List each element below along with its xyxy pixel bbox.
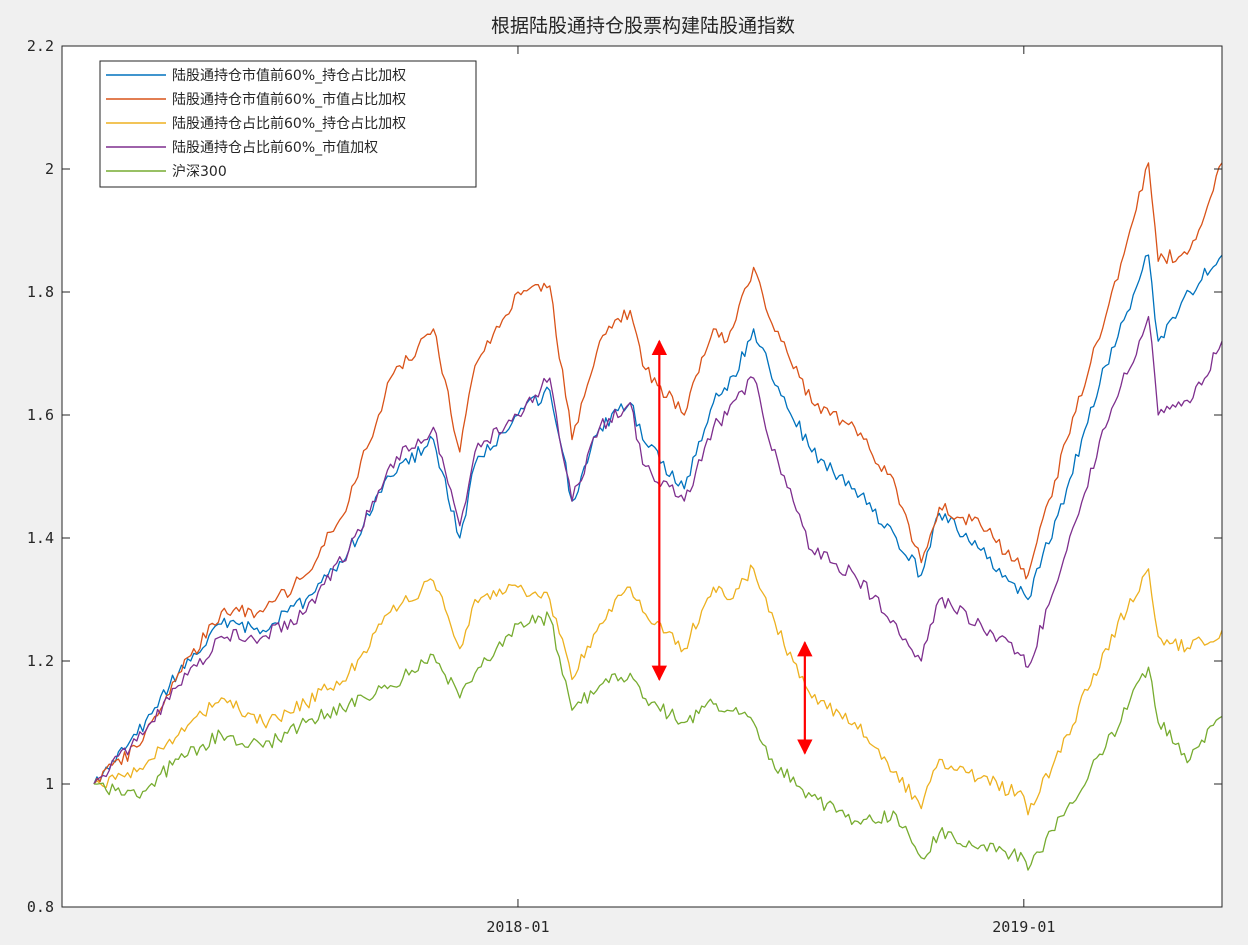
legend-label-3: 陆股通持仓占比前60%_持仓占比加权 — [172, 115, 406, 132]
x-tick-label: 2018-01 — [486, 918, 549, 936]
series-line-5 — [93, 611, 1223, 871]
legend-label-5: 沪深300 — [172, 164, 227, 180]
legend-box — [99, 60, 477, 188]
y-tick-label: 1.8 — [27, 283, 54, 301]
chart-title: 根据陆股通持仓股票构建陆股通指数 — [491, 15, 795, 37]
y-tick-label: 1 — [45, 775, 54, 793]
y-tick-label: 2 — [45, 160, 54, 178]
x-tick-label: 2019-01 — [992, 918, 1055, 936]
axis-layer: 0.8 1 1.2 1.4 1.6 1.8 2 2.2 2018-01 2019-01 — [27, 37, 1222, 936]
plot-frame — [61, 45, 1223, 908]
annotation-layer — [651, 339, 813, 755]
y-tick-label: 1.6 — [27, 406, 54, 424]
y-tick-label: 2.2 — [27, 37, 54, 55]
legend: 陆股通持仓市值前60%_持仓占比加权陆股通持仓市值前60%_市值占比加权陆股通持… — [99, 60, 477, 188]
plot-area — [62, 46, 1222, 907]
legend-label-2: 陆股通持仓市值前60%_市值占比加权 — [172, 91, 406, 108]
y-tick-label: 1.2 — [27, 652, 54, 670]
legend-label-1: 陆股通持仓市值前60%_持仓占比加权 — [172, 67, 406, 84]
legend-label-4: 陆股通持仓占比前60%_市值加权 — [172, 139, 378, 156]
y-tick-label: 1.4 — [27, 529, 54, 547]
y-tick-label: 0.8 — [27, 898, 54, 916]
